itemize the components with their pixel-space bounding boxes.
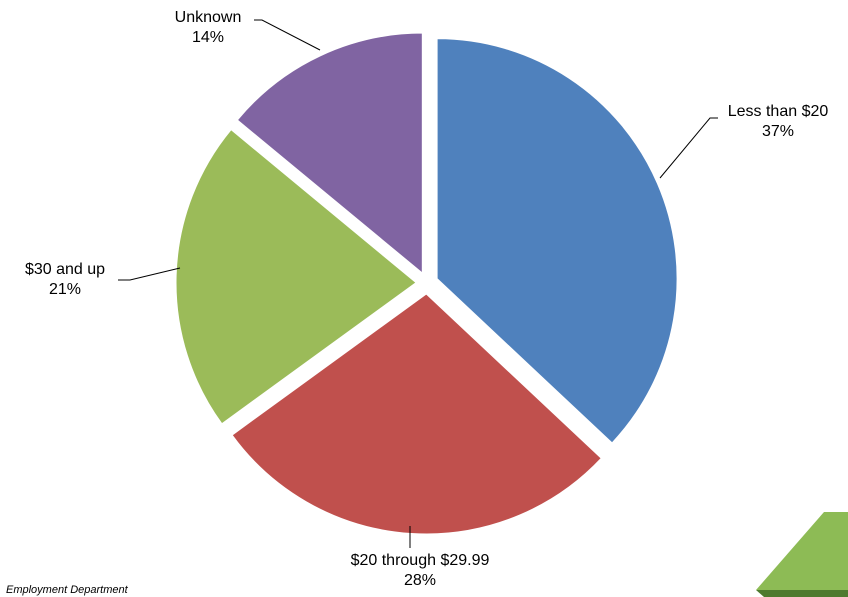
green-shape-logo-icon bbox=[756, 512, 848, 597]
leader-line-1 bbox=[659, 117, 718, 179]
slice-label-1: Less than $20 bbox=[728, 103, 829, 120]
pie-slice-2 bbox=[231, 293, 602, 535]
pie-slice-1 bbox=[436, 38, 678, 444]
slice-label-2: $20 through $29.99 bbox=[351, 552, 490, 569]
pie-slices bbox=[175, 32, 678, 535]
leader-line-3 bbox=[118, 267, 181, 281]
source-note: Employment Department bbox=[6, 584, 128, 596]
slice-percent-4: 14% bbox=[192, 29, 224, 46]
slice-label-4: Unknown bbox=[175, 9, 242, 26]
leader-line-4 bbox=[254, 19, 321, 51]
slice-percent-2: 28% bbox=[404, 572, 436, 589]
slice-percent-1: 37% bbox=[762, 123, 794, 140]
slice-percent-3: 21% bbox=[49, 281, 81, 298]
leader-lines bbox=[118, 19, 718, 548]
pie-slice-4 bbox=[236, 32, 423, 275]
pie-slice-3 bbox=[175, 128, 417, 425]
slice-labels: Less than $20 37% $20 through $29.99 28% $30… bbox=[25, 9, 828, 589]
slice-label-3: $30 and up bbox=[25, 261, 105, 278]
